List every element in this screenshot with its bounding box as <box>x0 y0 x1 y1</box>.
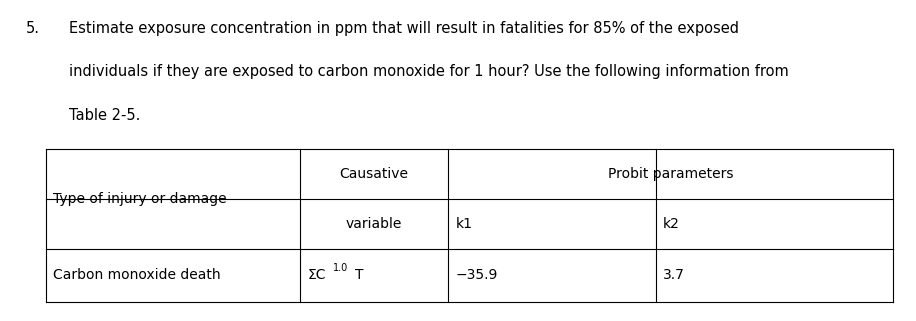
Text: variable: variable <box>346 217 402 231</box>
Text: k2: k2 <box>663 217 680 231</box>
Text: individuals if they are exposed to carbon monoxide for 1 hour? Use the following: individuals if they are exposed to carbo… <box>69 64 789 79</box>
Text: 1.0: 1.0 <box>333 263 348 273</box>
Text: −35.9: −35.9 <box>455 268 498 282</box>
Text: Carbon monoxide death: Carbon monoxide death <box>53 268 221 282</box>
Text: 5.: 5. <box>26 21 39 36</box>
Text: T: T <box>354 268 364 282</box>
Text: Estimate exposure concentration in ppm that will result in fatalities for 85% of: Estimate exposure concentration in ppm t… <box>69 21 738 36</box>
Text: 3.7: 3.7 <box>663 268 685 282</box>
Text: k1: k1 <box>455 217 473 231</box>
Text: Type of injury or damage: Type of injury or damage <box>53 192 227 206</box>
Text: Causative: Causative <box>340 167 409 181</box>
Text: Table 2-5.: Table 2-5. <box>69 108 140 123</box>
Text: Probit parameters: Probit parameters <box>608 167 734 181</box>
Text: ΣC: ΣC <box>307 268 326 282</box>
